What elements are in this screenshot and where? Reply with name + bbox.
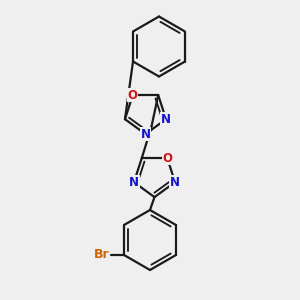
Text: Br: Br [93,248,109,262]
Text: N: N [161,113,171,126]
Text: N: N [140,128,151,141]
Text: N: N [129,176,139,189]
Text: O: O [162,152,172,164]
Text: N: N [170,176,180,189]
Text: O: O [128,88,138,101]
